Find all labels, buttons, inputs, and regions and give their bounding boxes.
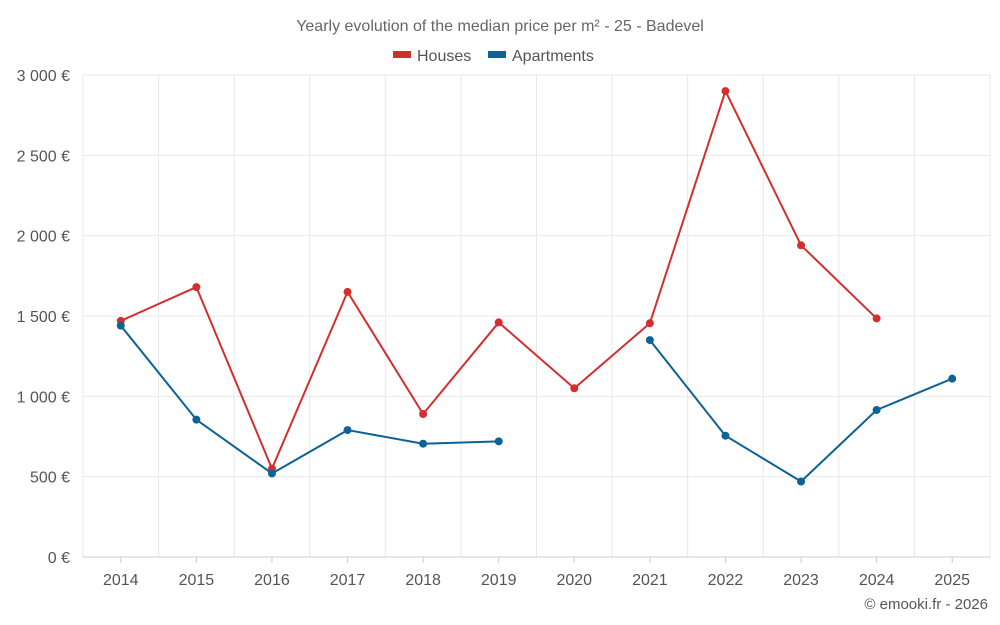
apartments-point bbox=[116, 321, 125, 330]
grid bbox=[82, 74, 991, 558]
houses-point bbox=[343, 287, 352, 296]
y-axis: 0 € 500 € 1 000 € 1 500 € 2 000 € 2 500 € 3 00… bbox=[17, 68, 70, 567]
houses-point bbox=[419, 410, 428, 419]
x-tick-label: 2022 bbox=[708, 572, 744, 589]
y-tick-label: 1 500 € bbox=[17, 309, 70, 326]
y-tick-label: 500 € bbox=[30, 470, 70, 487]
apartments-point bbox=[494, 437, 503, 446]
houses-point bbox=[721, 87, 730, 96]
x-tick-label: 2023 bbox=[783, 572, 819, 589]
apartments-point bbox=[948, 374, 957, 383]
x-tick-label: 2016 bbox=[254, 572, 290, 589]
apartments-point bbox=[721, 431, 730, 440]
houses-point bbox=[494, 318, 503, 327]
apartments-point bbox=[872, 405, 881, 414]
legend-label-houses: Houses bbox=[417, 48, 471, 65]
apartments-point bbox=[267, 469, 276, 478]
apartments-point bbox=[192, 415, 201, 424]
apartments-line bbox=[120, 325, 499, 475]
apartments-point bbox=[645, 336, 654, 345]
x-tick-label: 2018 bbox=[405, 572, 441, 589]
legend-swatch-houses bbox=[393, 51, 411, 58]
series-apartments bbox=[116, 321, 957, 486]
x-tick-label: 2019 bbox=[481, 572, 517, 589]
apartments-point bbox=[419, 439, 428, 448]
apartments-line bbox=[649, 339, 953, 483]
x-tick-label: 2014 bbox=[103, 572, 139, 589]
apartments-point bbox=[797, 477, 806, 486]
legend-label-apartments: Apartments bbox=[512, 48, 594, 65]
houses-point bbox=[192, 283, 201, 292]
series-houses bbox=[116, 87, 881, 473]
legend: Houses Apartments bbox=[393, 48, 594, 65]
y-tick-label: 1 000 € bbox=[17, 389, 70, 406]
x-tick-label: 2015 bbox=[179, 572, 215, 589]
x-axis: 2014 2015 2016 2017 2018 2019 2020 2021 2022 2023… bbox=[103, 557, 970, 589]
y-tick-label: 2 500 € bbox=[17, 148, 70, 165]
x-tick-label: 2021 bbox=[632, 572, 668, 589]
houses-point bbox=[797, 241, 806, 250]
credit-text: © emooki.fr - 2026 bbox=[864, 596, 988, 613]
x-tick-label: 2020 bbox=[556, 572, 592, 589]
x-tick-label: 2024 bbox=[859, 572, 895, 589]
x-tick-label: 2025 bbox=[934, 572, 970, 589]
houses-point bbox=[872, 314, 881, 323]
houses-point bbox=[645, 319, 654, 328]
y-tick-label: 0 € bbox=[48, 550, 70, 567]
legend-swatch-apartments bbox=[488, 51, 506, 58]
apartments-point bbox=[343, 426, 352, 435]
x-tick-label: 2017 bbox=[330, 572, 366, 589]
houses-point bbox=[570, 384, 579, 393]
series-group bbox=[116, 87, 957, 486]
y-tick-label: 2 000 € bbox=[17, 229, 70, 246]
y-tick-label: 3 000 € bbox=[17, 68, 70, 85]
chart-title: Yearly evolution of the median price per… bbox=[296, 18, 704, 35]
